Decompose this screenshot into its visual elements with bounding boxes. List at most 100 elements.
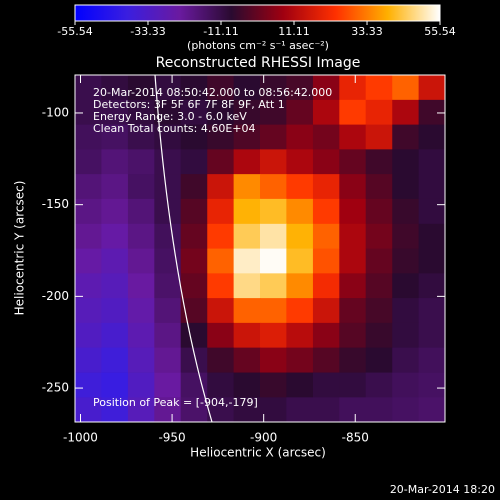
heatmap [75, 75, 445, 422]
heatmap-cell [286, 223, 314, 250]
heatmap-cell [418, 124, 445, 150]
colorbar [74, 4, 441, 22]
heatmap-cell [101, 347, 129, 373]
heatmap-cell [339, 174, 367, 200]
heatmap-cell [418, 248, 445, 274]
heatmap-cell [180, 248, 208, 274]
heatmap-cell [154, 75, 182, 101]
heatmap-cell [418, 322, 445, 349]
heatmap-cell [260, 347, 287, 373]
peak-label: Position of Peak = [-904,-179] [93, 396, 258, 409]
heatmap-cell [207, 372, 235, 398]
heatmap-cell [339, 99, 367, 126]
heatmap-cell [339, 124, 367, 150]
heatmap-cell [233, 124, 261, 150]
heatmap-cell [207, 223, 235, 250]
heatmap-cell [233, 347, 261, 373]
heatmap-cell [233, 174, 261, 200]
heatmap-cell [180, 223, 208, 250]
heatmap-cell [339, 322, 367, 349]
heatmap-cell [418, 347, 445, 373]
x-tick-label: -850 [342, 431, 369, 445]
heatmap-cell [233, 223, 261, 250]
heatmap-cell [286, 273, 314, 299]
heatmap-cell [75, 174, 102, 200]
heatmap-cell [260, 372, 287, 398]
heatmap-cell [233, 99, 261, 126]
heatmap-cell [312, 298, 340, 324]
heatmap-cell [75, 347, 102, 373]
heatmap-cell [418, 75, 445, 101]
heatmap-cell [365, 273, 393, 299]
heatmap-cell [154, 223, 182, 250]
heatmap-cell [312, 248, 340, 274]
heatmap-cell [127, 298, 155, 324]
heatmap-cell [75, 322, 102, 349]
heatmap-cell [365, 248, 393, 274]
heatmap-cell [260, 124, 287, 150]
heatmap-cell [339, 149, 367, 175]
heatmap-cell [365, 397, 393, 422]
heatmap-cell [180, 149, 208, 175]
heatmap-cell [180, 198, 208, 225]
heatmap-cell [312, 149, 340, 175]
heatmap-cell [286, 124, 314, 150]
heatmap-cell [392, 223, 420, 250]
heatmap-cell [365, 372, 393, 398]
heatmap-cell [339, 273, 367, 299]
heatmap-cell [260, 273, 287, 299]
heatmap-cell [392, 397, 420, 422]
colorbar-tick-label: -11.11 [203, 25, 238, 38]
footer: 20-Mar-2014 18:20 [390, 483, 495, 496]
colorbar-tick-label: 55.54 [424, 25, 456, 38]
heatmap-cell [418, 174, 445, 200]
heatmap-cell [365, 75, 393, 101]
y-tick-label: -150 [42, 197, 69, 211]
heatmap-cell [154, 298, 182, 324]
heatmap-cell [101, 223, 129, 250]
heatmap-cell [233, 298, 261, 324]
heatmap-cell [207, 298, 235, 324]
heatmap-cell [286, 372, 314, 398]
heatmap-cell [127, 347, 155, 373]
heatmap-cell [180, 174, 208, 200]
heatmap-cell [127, 174, 155, 200]
heatmap-cell [260, 397, 287, 422]
heatmap-cell [101, 99, 129, 126]
heatmap-cell [207, 124, 235, 150]
heatmap-cell [154, 397, 182, 422]
heatmap-cell [207, 174, 235, 200]
heatmap-cell [207, 248, 235, 274]
heatmap-cell [154, 347, 182, 373]
heatmap-cell [180, 372, 208, 398]
heatmap-cell [418, 149, 445, 175]
annotation: Energy Range: 3.0 - 6.0 keV [93, 110, 247, 123]
heatmap-cell [418, 372, 445, 398]
heatmap-cell [286, 75, 314, 101]
annotation: Clean Total counts: 4.60E+04 [93, 122, 256, 135]
heatmap-cell [339, 347, 367, 373]
heatmap-cell [75, 198, 102, 225]
heatmap-cell [418, 198, 445, 225]
heatmap-cell [365, 124, 393, 150]
heatmap-cell [418, 223, 445, 250]
heatmap-cell [339, 397, 367, 422]
heatmap-cell [365, 99, 393, 126]
heatmap-cell [339, 75, 367, 101]
heatmap-cell [127, 372, 155, 398]
heatmap-cell [286, 198, 314, 225]
heatmap-cell [312, 75, 340, 101]
heatmap-cell [127, 248, 155, 274]
heatmap-cell [312, 397, 340, 422]
heatmap-cell [127, 75, 155, 101]
heatmap-cell [101, 298, 129, 324]
x-axis-label: Heliocentric X (arcsec) [190, 446, 326, 460]
heatmap-cell [154, 174, 182, 200]
heatmap-cell [154, 273, 182, 299]
heatmap-cell [207, 347, 235, 373]
heatmap-cell [260, 99, 287, 126]
heatmap-cell [101, 149, 129, 175]
heatmap-cell [260, 248, 287, 274]
